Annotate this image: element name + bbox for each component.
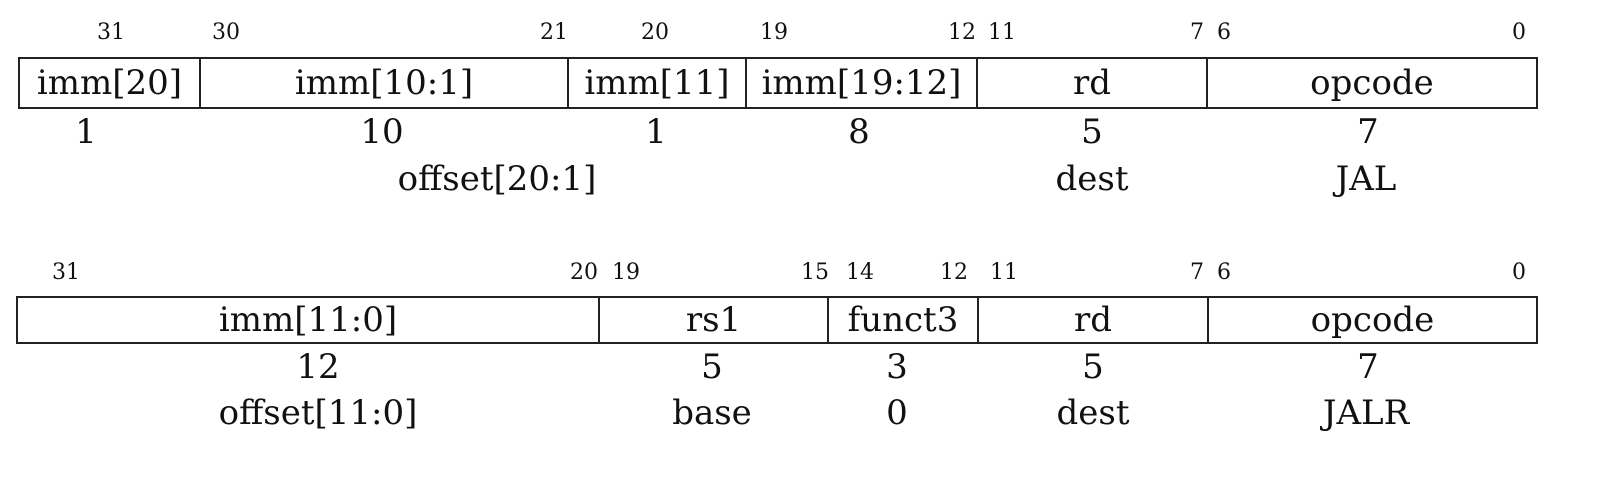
desc-dest: dest (1055, 159, 1129, 199)
bit-label: 31 (97, 20, 125, 45)
bit-label: 11 (990, 260, 1018, 285)
desc-opname: JALR (1322, 393, 1410, 433)
bit-label: 30 (212, 20, 240, 45)
width-label: 12 (296, 347, 340, 387)
width-label: 10 (360, 112, 404, 152)
jal-encoding: 31 30 21 20 19 12 11 7 6 0 imm[20] imm[1… (18, 20, 1538, 199)
width-label: 5 (701, 347, 723, 387)
jal-field-row: imm[20] imm[10:1] imm[11] imm[19:12] rd … (18, 57, 1538, 109)
width-label: 1 (75, 112, 97, 152)
bit-label: 14 (846, 260, 874, 285)
width-label: 3 (886, 347, 908, 387)
jalr-field-row: imm[11:0] rs1 funct3 rd opcode (16, 296, 1538, 344)
width-label: 5 (1082, 347, 1104, 387)
bit-label: 0 (1512, 20, 1526, 45)
bit-label: 19 (612, 260, 640, 285)
bit-label: 6 (1217, 260, 1231, 285)
bit-label: 20 (641, 20, 669, 45)
field-imm11: imm[11] (569, 59, 747, 107)
bit-label: 0 (1512, 260, 1526, 285)
width-label: 7 (1357, 347, 1379, 387)
bit-label: 19 (760, 20, 788, 45)
bit-label: 7 (1190, 260, 1204, 285)
field-funct3: funct3 (829, 298, 979, 342)
field-imm19-12: imm[19:12] (747, 59, 978, 107)
width-label: 8 (848, 112, 870, 152)
width-label: 1 (645, 112, 667, 152)
bit-label: 12 (948, 20, 976, 45)
field-rd: rd (979, 298, 1209, 342)
desc-opname: JAL (1335, 159, 1397, 199)
field-rd: rd (978, 59, 1208, 107)
field-rs1: rs1 (600, 298, 829, 342)
bit-label: 15 (801, 260, 829, 285)
bit-label: 6 (1217, 20, 1231, 45)
desc-offset: offset[20:1] (397, 159, 597, 199)
bit-label: 7 (1190, 20, 1204, 45)
bit-label: 11 (988, 20, 1016, 45)
field-opcode: opcode (1310, 63, 1434, 103)
width-label: 7 (1357, 112, 1379, 152)
width-label: 5 (1081, 112, 1103, 152)
bit-label: 12 (940, 260, 968, 285)
bit-label: 31 (52, 260, 80, 285)
bit-label: 20 (570, 260, 598, 285)
desc-offset: offset[11:0] (218, 393, 418, 433)
jalr-encoding: 31 20 19 15 14 12 11 7 6 0 imm[11:0] rs1… (0, 240, 1610, 480)
desc-base: base (672, 393, 752, 433)
desc-funct3: 0 (886, 393, 908, 433)
field-imm20: imm[20] (20, 59, 201, 107)
bit-label: 21 (540, 20, 568, 45)
desc-dest: dest (1056, 393, 1130, 433)
field-imm11-0: imm[11:0] (18, 298, 600, 342)
field-imm10-1: imm[10:1] (201, 59, 569, 107)
field-opcode: opcode (1310, 300, 1435, 340)
